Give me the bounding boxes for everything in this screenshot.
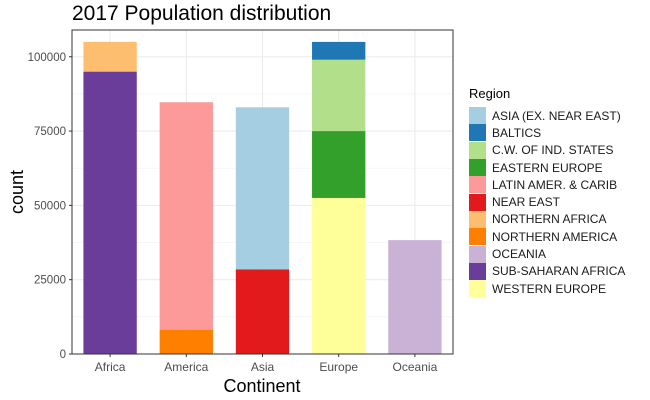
- y-tick-label: 25000: [34, 275, 66, 287]
- bars: [83, 41, 442, 354]
- legend-swatch: [469, 141, 486, 159]
- x-tick-label: Asia: [251, 360, 275, 374]
- legend-label: ASIA (EX. NEAR EAST): [492, 108, 621, 123]
- bar-oceania-oceania: [388, 240, 442, 354]
- legend-label: EASTERN EUROPE: [492, 160, 603, 175]
- legend-item: ASIA (EX. NEAR EAST): [469, 107, 625, 125]
- legend-item: NEAR EAST: [469, 193, 625, 211]
- legend-label: BALTICS: [492, 125, 542, 140]
- axes: 0 25000 50000 75000 100000 Africa America Asia E…: [28, 52, 438, 374]
- y-tick-label: 100000: [28, 52, 66, 64]
- x-tick-label: Africa: [95, 360, 126, 374]
- legend-item: BALTICS: [469, 124, 625, 142]
- legend-item: SUB-SAHARAN AFRICA: [469, 262, 626, 280]
- legend-label: NORTHERN AFRICA: [492, 212, 607, 227]
- chart-title: 2017 Population distribution: [72, 2, 332, 25]
- legend-swatch: [469, 159, 486, 177]
- legend-swatch: [469, 176, 486, 194]
- legend-item: OCEANIA: [469, 245, 625, 263]
- bar-america-latin-amer-carib: [159, 102, 213, 330]
- legend-swatch: [469, 210, 486, 228]
- y-tick-label: 75000: [34, 126, 66, 138]
- legend-swatch: [469, 280, 486, 298]
- x-tick-label: Europe: [319, 360, 358, 374]
- legend-item: C.W. OF IND. STATES: [469, 141, 625, 159]
- legend-label: OCEANIA: [492, 247, 547, 262]
- x-tick-label: America: [164, 360, 208, 374]
- legend-label: LATIN AMER. & CARIB: [492, 177, 618, 192]
- legend-item: NORTHERN AFRICA: [469, 210, 625, 228]
- legend-swatch: [469, 228, 486, 246]
- bar-asia-near-east: [235, 269, 290, 354]
- legend-items: ASIA (EX. NEAR EAST) BALTICS C.W. OF IND. …: [469, 107, 626, 298]
- legend-item: NORTHERN AMERICA: [469, 228, 625, 246]
- legend-swatch: [469, 262, 486, 280]
- y-axis-title: count: [7, 170, 27, 214]
- y-tick-label: 0: [60, 349, 66, 361]
- bar-asia-asia-ex-near-east: [235, 107, 290, 270]
- legend-swatch: [469, 245, 486, 263]
- legend-label: NEAR EAST: [492, 195, 561, 210]
- legend-item: EASTERN EUROPE: [469, 159, 625, 177]
- x-axis-title: Continent: [223, 376, 300, 396]
- y-tick-label: 50000: [34, 200, 66, 212]
- bar-europe-c-w-of-ind-states: [312, 59, 366, 132]
- legend-item: WESTERN EUROPE: [469, 280, 625, 298]
- legend-item: LATIN AMER. & CARIB: [469, 176, 625, 194]
- x-tick-label: Oceania: [393, 360, 438, 374]
- legend-label: C.W. OF IND. STATES: [492, 143, 614, 158]
- legend-swatch: [469, 107, 486, 125]
- legend-label: NORTHERN AMERICA: [492, 229, 618, 244]
- legend-title: Region: [469, 86, 511, 101]
- legend-label: SUB-SAHARAN AFRICA: [492, 264, 626, 279]
- bar-america-northern-america: [159, 329, 213, 354]
- legend-label: WESTERN EUROPE: [492, 281, 607, 296]
- bar-africa-sub-saharan-africa: [83, 71, 137, 354]
- bar-europe-baltics: [312, 41, 366, 60]
- bar-africa-northern-africa: [83, 41, 137, 72]
- legend-swatch: [469, 124, 486, 142]
- legend-swatch: [469, 193, 486, 211]
- legend: Region ASIA (EX. NEAR EAST) BALTICS C.W. O…: [469, 86, 626, 298]
- bar-europe-eastern-europe: [312, 131, 366, 198]
- bar-europe-western-europe: [312, 197, 366, 354]
